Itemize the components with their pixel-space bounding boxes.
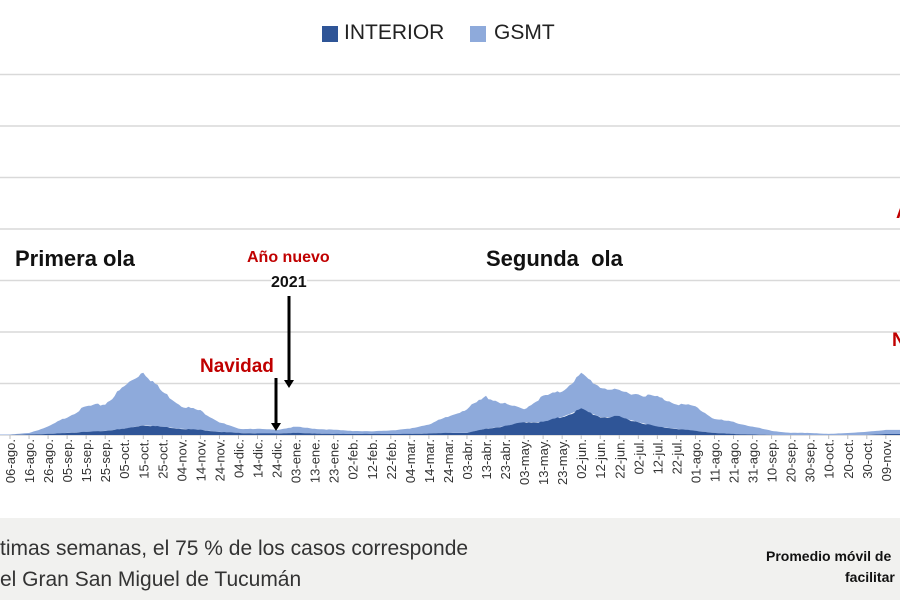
x-tick-label: 02-feb. <box>346 439 361 479</box>
x-tick-label: 04-dic. <box>231 439 246 478</box>
x-tick-label: 14-mar. <box>422 439 437 483</box>
source-note-line2: facilitar <box>845 569 895 585</box>
x-tick-label: 24-nov. <box>212 439 227 481</box>
x-tick-label: 10-sep. <box>765 439 780 482</box>
x-tick-label: 25-oct. <box>155 439 170 479</box>
x-tick-label: 04-mar. <box>403 439 418 483</box>
x-tick-label: 02-jul. <box>631 439 646 474</box>
ano-nuevo-arrowhead <box>284 380 294 388</box>
x-tick-label: 24-dic. <box>270 439 285 478</box>
x-tick-label: 20-sep. <box>784 439 799 482</box>
x-tick-label: 13-may. <box>536 439 551 485</box>
x-tick-label: 20-oct. <box>841 439 856 479</box>
footer-text-line2: el Gran San Miguel de Tucumán <box>0 568 302 591</box>
x-tick-label: 22-jun. <box>612 439 627 479</box>
area-series <box>0 372 900 435</box>
x-axis-labels: 06-ago. 16-ago. 26-ago. 05-sep. 15-sep. 25-se… <box>3 439 894 485</box>
x-tick-label: 03-ene. <box>289 439 304 483</box>
x-tick-label: 31-ago. <box>746 439 761 483</box>
x-tick-label: 16-ago. <box>22 439 37 483</box>
x-tick-label: 14-dic. <box>251 439 266 478</box>
legend-label-gsmt: GSMT <box>494 21 555 44</box>
x-tick-label: 10-oct. <box>822 439 837 479</box>
x-tick-label: 26-ago. <box>41 439 56 483</box>
x-tick-label: 12-jun. <box>593 439 608 479</box>
x-tick-label: 23-may. <box>555 439 570 485</box>
x-tick-label: 14-nov. <box>193 439 208 481</box>
year-2021-label: 2021 <box>271 274 307 292</box>
x-tick-label: 01-ago. <box>688 439 703 483</box>
x-tick-label: 03-abr. <box>460 439 475 479</box>
x-tick-label: 13-ene. <box>308 439 323 483</box>
x-tick-label: 05-sep. <box>60 439 75 482</box>
right-partial-label-top: A <box>896 202 900 224</box>
footer-text-line1: timas semanas, el 75 % de los casos corr… <box>0 537 469 560</box>
x-tick-label: 15-oct. <box>136 439 151 479</box>
navidad-label: Navidad <box>200 356 274 377</box>
x-tick-label: 02-jun. <box>574 439 589 479</box>
x-tick-label: 15-sep. <box>79 439 94 482</box>
source-note-line1: Promedio móvil de <box>766 548 892 564</box>
x-tick-label: 23-ene. <box>327 439 342 483</box>
x-axis-ticks <box>9 435 887 439</box>
primera-ola-label: Primera ola <box>13 246 137 272</box>
x-tick-label: 09-nov. <box>879 439 894 481</box>
x-tick-label: 22-jul. <box>669 439 684 474</box>
footer-panel: timas semanas, el 75 % de los casos corr… <box>0 518 900 600</box>
area-interior <box>0 408 900 435</box>
legend-label-interior: INTERIOR <box>344 21 445 44</box>
x-tick-label: 12-jul. <box>650 439 665 474</box>
x-tick-label: 11-ago. <box>707 439 722 482</box>
area-gsmt <box>0 372 900 435</box>
x-tick-label: 21-ago. <box>727 439 742 483</box>
x-tick-label: 30-oct. <box>860 439 875 479</box>
x-tick-label: 06-ago. <box>3 439 18 483</box>
right-partial-label-mid: N <box>892 330 900 351</box>
segunda-ola-label: Segunda ola <box>484 246 625 272</box>
x-tick-label: 04-nov. <box>174 439 189 481</box>
x-tick-label: 13-abr. <box>479 439 494 479</box>
x-tick-label: 30-sep. <box>803 439 818 482</box>
annotation-arrows <box>271 296 294 431</box>
legend-swatch-gsmt <box>470 26 486 42</box>
x-tick-label: 24-mar. <box>441 439 456 483</box>
gridlines <box>0 73 900 436</box>
x-tick-label: 05-oct. <box>117 439 132 479</box>
chart: 06-ago. 16-ago. 26-ago. 05-sep. 15-sep. 25-se… <box>0 73 900 485</box>
x-tick-label: 22-feb. <box>384 439 399 479</box>
x-tick-label: 25-sep. <box>98 439 113 482</box>
legend-swatch-interior <box>322 26 338 42</box>
navidad-arrowhead <box>271 423 281 431</box>
x-tick-label: 03-may. <box>517 439 532 485</box>
ano-nuevo-label: Año nuevo <box>244 249 333 267</box>
x-tick-label: 23-abr. <box>498 439 513 479</box>
x-tick-label: 12-feb. <box>365 439 380 479</box>
